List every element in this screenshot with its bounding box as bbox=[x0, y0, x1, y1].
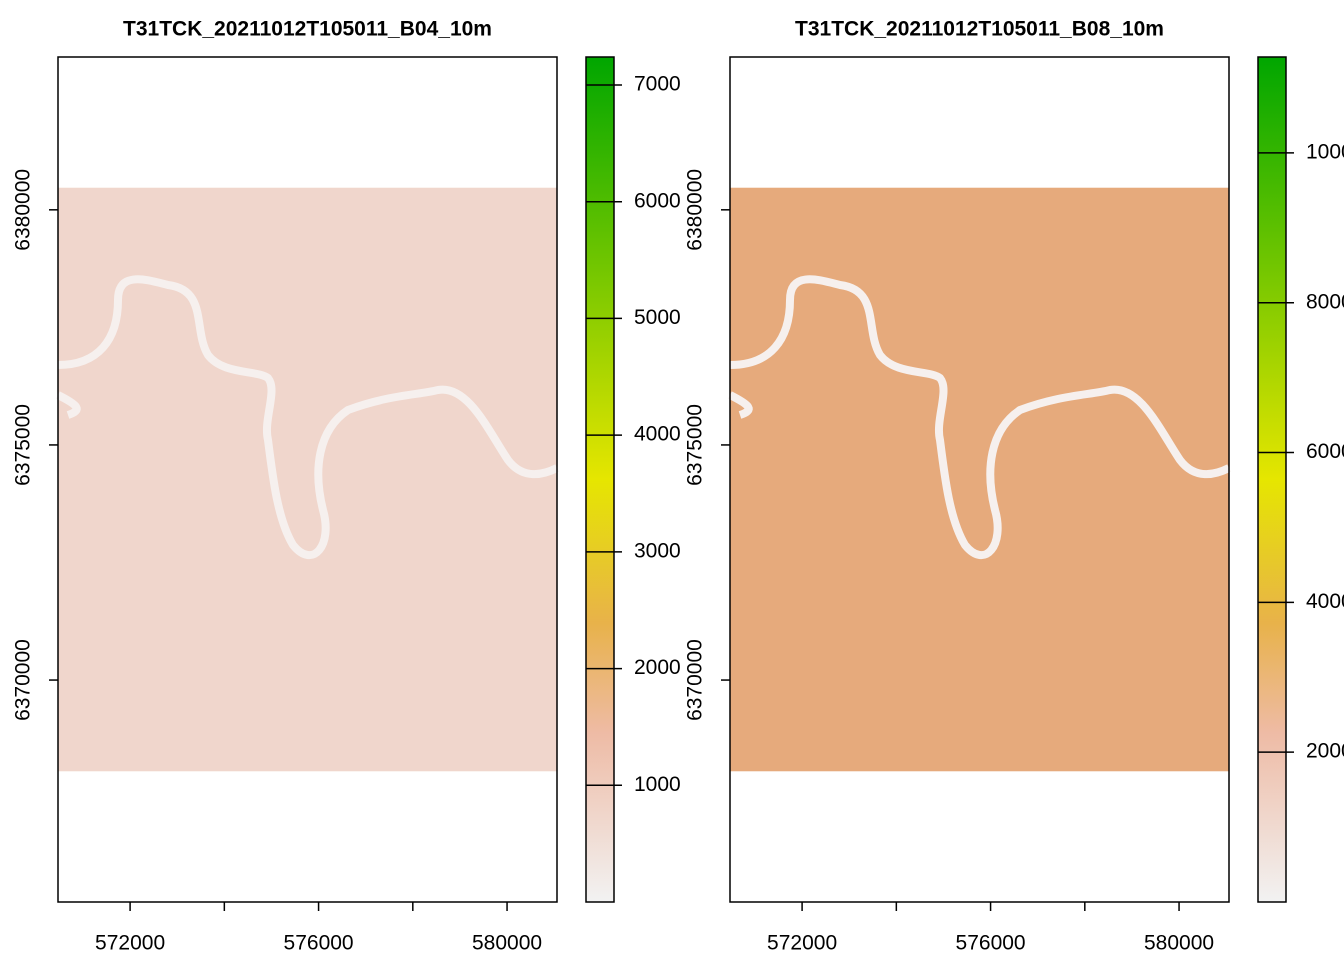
y-tick-label: 6375000 bbox=[12, 404, 35, 486]
river bbox=[728, 391, 753, 419]
colorbar-label: 6000 bbox=[634, 189, 681, 212]
x-tick-label: 572000 bbox=[95, 932, 165, 955]
colorbar-label: 7000 bbox=[634, 73, 681, 96]
river bbox=[729, 275, 1231, 560]
panel-title: T31TCK_20211012T105011_B08_10m bbox=[795, 18, 1164, 41]
panel-title: T31TCK_20211012T105011_B04_10m bbox=[123, 18, 492, 41]
colorbar-label: 2000 bbox=[634, 656, 681, 679]
river bbox=[57, 275, 559, 560]
plot-frame bbox=[57, 56, 558, 903]
colorbar-label: 1000 bbox=[634, 773, 681, 796]
x-tick-label: 572000 bbox=[767, 932, 837, 955]
y-tick-label: 6370000 bbox=[12, 639, 35, 721]
river bbox=[56, 391, 81, 419]
x-tick-label: 576000 bbox=[956, 932, 1026, 955]
colorbar-label: 8000 bbox=[1306, 290, 1344, 313]
y-tick-label: 6380000 bbox=[684, 169, 707, 251]
colorbar-label: 6000 bbox=[1306, 440, 1344, 463]
colorbar-label: 10000 bbox=[1306, 140, 1344, 163]
colorbar bbox=[1257, 56, 1287, 903]
colorbar-label: 5000 bbox=[634, 306, 681, 329]
colorbar-label: 4000 bbox=[634, 423, 681, 446]
y-tick-label: 6375000 bbox=[684, 404, 707, 486]
y-tick-label: 6380000 bbox=[12, 169, 35, 251]
colorbar-label: 2000 bbox=[1306, 740, 1344, 763]
raster bbox=[730, 187, 1229, 772]
plot-frame bbox=[729, 56, 1230, 903]
raster bbox=[58, 187, 557, 772]
x-tick-label: 580000 bbox=[472, 932, 542, 955]
x-tick-label: 576000 bbox=[284, 932, 354, 955]
colorbar bbox=[585, 56, 615, 903]
y-tick-label: 6370000 bbox=[684, 639, 707, 721]
x-tick-label: 580000 bbox=[1144, 932, 1214, 955]
colorbar-label: 3000 bbox=[634, 539, 681, 562]
colorbar-label: 4000 bbox=[1306, 590, 1344, 613]
